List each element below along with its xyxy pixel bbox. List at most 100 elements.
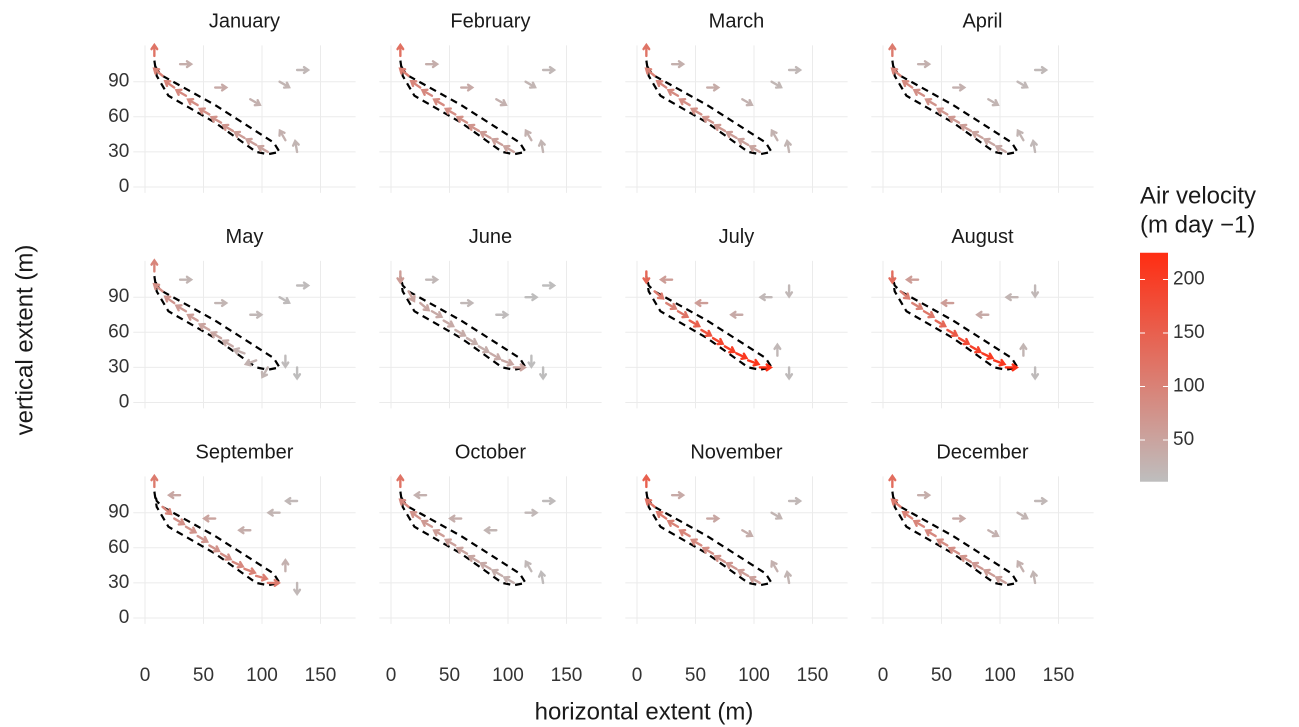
- velocity-arrow: [454, 328, 467, 338]
- velocity-arrow: [947, 115, 961, 124]
- panel: May 0 30 60 90: [108, 226, 356, 413]
- velocity-arrow: [783, 138, 792, 154]
- velocity-arrow: [904, 275, 920, 284]
- velocity-arrow: [713, 123, 726, 133]
- panel: July: [625, 226, 848, 409]
- velocity-arrow: [713, 554, 726, 564]
- velocity-arrow: [197, 322, 211, 332]
- velocity-arrow: [924, 98, 937, 107]
- velocity-arrow: [922, 310, 936, 319]
- velocity-arrow: [1029, 138, 1038, 154]
- velocity-arrow: [678, 529, 691, 538]
- velocity-arrow: [770, 511, 783, 520]
- velocity-arrow: [1016, 128, 1025, 142]
- cave-outline: [399, 60, 528, 156]
- velocity-arrow: [971, 561, 984, 571]
- velocity-arrow: [1004, 363, 1019, 372]
- panel: June: [379, 226, 602, 409]
- x-tick-label: 50: [193, 665, 214, 686]
- velocity-arrow: [741, 529, 754, 538]
- velocity-arrow: [483, 526, 498, 535]
- velocity-arrow: [152, 67, 164, 78]
- velocity-arrow: [741, 98, 754, 107]
- panel-title: October: [455, 441, 526, 463]
- y-tick-label: 60: [108, 537, 129, 558]
- panel-title: July: [719, 226, 755, 248]
- velocity-arrow: [688, 319, 702, 328]
- velocity-arrow: [420, 519, 434, 528]
- velocity-arrow: [443, 107, 457, 116]
- velocity-arrow: [541, 65, 557, 75]
- velocity-arrow: [152, 282, 164, 293]
- velocity-arrow: [512, 363, 527, 372]
- velocity-arrow: [278, 128, 287, 142]
- velocity-arrow: [770, 128, 779, 142]
- velocity-arrow: [396, 473, 405, 489]
- velocity-arrow: [398, 67, 410, 78]
- velocity-arrow: [455, 115, 469, 124]
- velocity-arrow: [670, 491, 686, 500]
- velocity-arrow: [689, 107, 703, 116]
- velocity-arrow: [981, 352, 995, 361]
- velocity-arrow: [655, 80, 668, 89]
- velocity-arrow: [723, 345, 737, 354]
- velocity-arrow: [490, 568, 504, 578]
- velocity-arrow: [773, 342, 782, 357]
- velocity-arrow: [934, 319, 948, 328]
- y-tick-label: 0: [119, 176, 130, 197]
- cave-outline: [891, 491, 1020, 587]
- velocity-arrow: [150, 473, 159, 489]
- colorbar-tick-label: 200: [1173, 269, 1205, 290]
- cave-outline: [399, 491, 528, 587]
- colorbar: [1140, 252, 1168, 482]
- velocity-arrow: [150, 258, 159, 273]
- velocity-arrow: [706, 514, 721, 523]
- velocity-arrow: [233, 130, 246, 140]
- velocity-arrow: [293, 581, 302, 597]
- y-tick-label: 0: [119, 392, 130, 413]
- x-tick-label: 50: [439, 665, 460, 686]
- velocity-arrow: [232, 347, 246, 355]
- velocity-arrow: [424, 275, 440, 284]
- velocity-arrow: [701, 115, 715, 124]
- velocity-arrow: [1031, 284, 1040, 299]
- panel-title: March: [709, 10, 765, 32]
- velocity-arrow: [479, 561, 492, 571]
- velocity-arrow: [947, 546, 961, 555]
- velocity-arrow: [260, 366, 270, 379]
- panel-title: February: [450, 10, 530, 32]
- velocity-arrow: [1031, 366, 1040, 381]
- x-tick-label: 0: [140, 665, 151, 686]
- velocity-arrow: [787, 65, 803, 75]
- velocity-arrow: [729, 310, 744, 319]
- cave-outline: [153, 275, 282, 371]
- velocity-arrow: [1033, 65, 1049, 75]
- velocity-arrow: [244, 137, 258, 147]
- velocity-arrow: [982, 568, 996, 578]
- x-tick-label: 100: [246, 665, 278, 686]
- x-tick-label: 150: [797, 665, 829, 686]
- velocity-arrow: [888, 473, 897, 489]
- velocity-arrow: [163, 295, 176, 305]
- velocity-arrow: [711, 336, 725, 346]
- velocity-arrow: [748, 144, 762, 154]
- velocity-arrow: [706, 83, 721, 92]
- velocity-arrow: [412, 491, 428, 500]
- velocity-arrow: [490, 137, 504, 147]
- velocity-arrow: [957, 336, 971, 346]
- velocity-arrow: [992, 358, 1007, 367]
- velocity-arrow: [644, 67, 656, 78]
- velocity-arrow: [1029, 569, 1038, 585]
- velocity-arrow: [982, 137, 996, 147]
- velocity-arrow: [495, 310, 510, 319]
- velocity-arrow: [197, 107, 211, 116]
- velocity-arrow: [161, 505, 173, 516]
- velocity-arrow: [890, 498, 902, 509]
- velocity-arrow: [174, 88, 188, 97]
- velocity-arrow: [783, 569, 792, 585]
- velocity-arrow: [758, 293, 773, 302]
- velocity-arrow: [1016, 511, 1029, 520]
- velocity-arrow: [994, 575, 1008, 585]
- velocity-arrow: [700, 328, 713, 338]
